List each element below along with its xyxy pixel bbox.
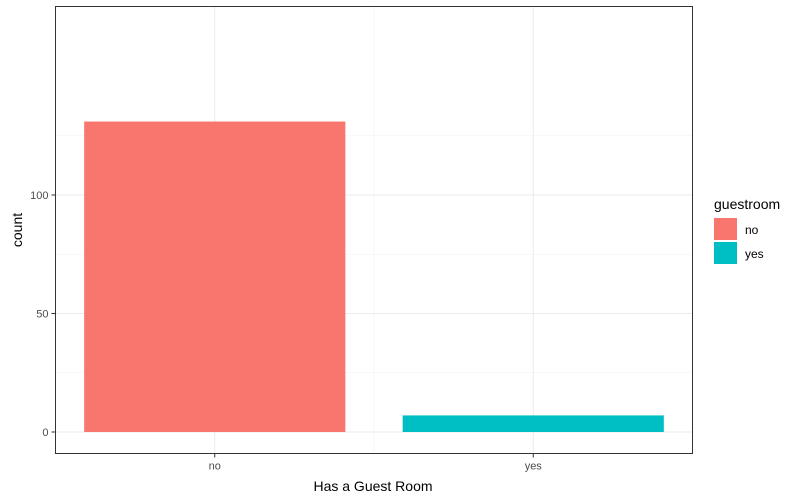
plot-panel-border <box>55 6 693 454</box>
legend-key-yes <box>714 242 737 264</box>
legend-label-no: no <box>745 223 759 237</box>
y-tick-label: 100 <box>30 190 48 202</box>
legend-label-yes: yes <box>745 247 764 261</box>
x-axis-title: Has a Guest Room <box>313 478 432 494</box>
bar-no <box>84 121 346 432</box>
y-tick-label: 50 <box>36 309 48 321</box>
x-axis: no yes <box>209 453 543 473</box>
y-axis: 0 50 100 <box>30 190 56 439</box>
bars <box>84 121 664 432</box>
y-tick-label: 0 <box>42 427 48 439</box>
legend-key-no <box>714 218 737 240</box>
bar-yes <box>402 415 664 432</box>
legend-title: guestroom <box>714 196 780 212</box>
legend: guestroom no yes <box>714 196 780 264</box>
x-tick-label: no <box>209 461 221 473</box>
x-tick-label: yes <box>525 461 543 473</box>
y-axis-title: count <box>9 213 25 247</box>
